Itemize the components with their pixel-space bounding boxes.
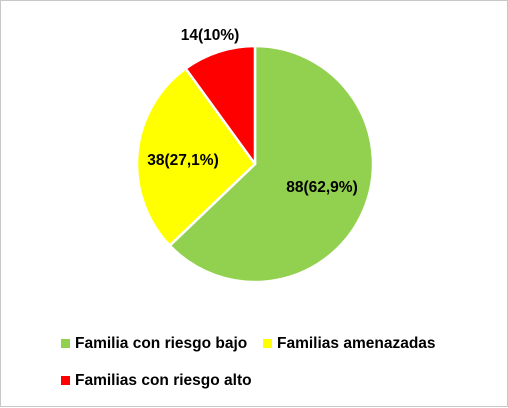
legend-label-familias-con-riesgo-alto: Familias con riesgo alto <box>75 372 252 389</box>
legend: Familia con riesgo bajo Familias amenazad… <box>61 335 436 389</box>
pie-data-labels: 88(62,9%) 38(27,1%) 14(10%) <box>147 27 358 196</box>
data-label-familias-amenazadas: 38(27,1%) <box>147 152 219 169</box>
pie-slice-familias-con-riesgo-alto <box>184 44 257 166</box>
pie-slice-familia-con-riesgo-bajo <box>168 44 375 284</box>
data-label-familias-con-riesgo-alto: 14(10%) <box>181 27 240 44</box>
legend-label-familia-con-riesgo-bajo: Familia con riesgo bajo <box>75 335 247 352</box>
legend-swatch-familias-con-riesgo-alto <box>61 376 70 385</box>
data-label-familia-con-riesgo-bajo: 88(62,9%) <box>286 179 358 196</box>
pie-slices <box>135 44 375 284</box>
legend-swatch-familia-con-riesgo-bajo <box>61 339 70 348</box>
legend-swatch-familias-amenazadas <box>263 339 272 348</box>
pie-slice-familias-amenazadas <box>135 67 257 247</box>
legend-label-familias-amenazadas: Familias amenazadas <box>277 335 436 352</box>
